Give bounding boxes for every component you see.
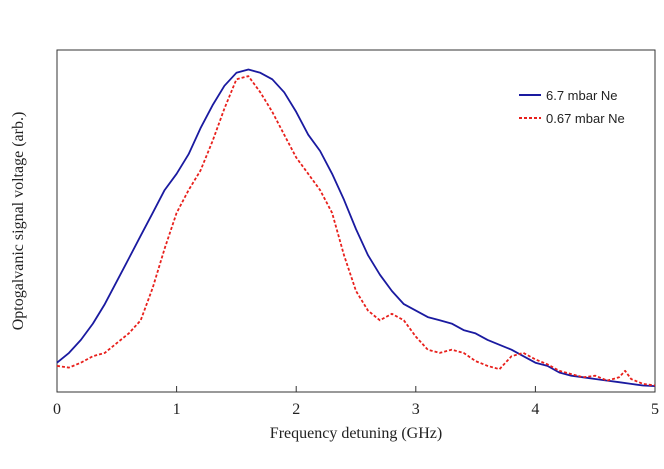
legend-label-series-1: 6.7 mbar Ne bbox=[546, 88, 618, 103]
x-ticks: 0 1 2 3 4 5 bbox=[53, 386, 659, 418]
x-tick-label-0: 0 bbox=[53, 401, 61, 418]
x-tick-label-4: 4 bbox=[531, 401, 539, 418]
series-line-2 bbox=[56, 75, 656, 387]
legend-label-series-2: 0.67 mbar Ne bbox=[546, 111, 625, 126]
y-axis-label: Optogalvanic signal voltage (arb.) bbox=[10, 112, 27, 331]
x-axis-label: Frequency detuning (GHz) bbox=[270, 425, 442, 442]
series-lines bbox=[56, 68, 656, 387]
x-tick-label-5: 5 bbox=[651, 401, 659, 418]
x-tick-label-2: 2 bbox=[292, 401, 300, 418]
x-tick-label-3: 3 bbox=[412, 401, 420, 418]
x-tick-label-1: 1 bbox=[173, 401, 181, 418]
legend: 6.7 mbar Ne 0.67 mbar Ne bbox=[519, 88, 625, 126]
series-line-1 bbox=[56, 68, 656, 387]
plot-frame bbox=[56, 49, 656, 393]
